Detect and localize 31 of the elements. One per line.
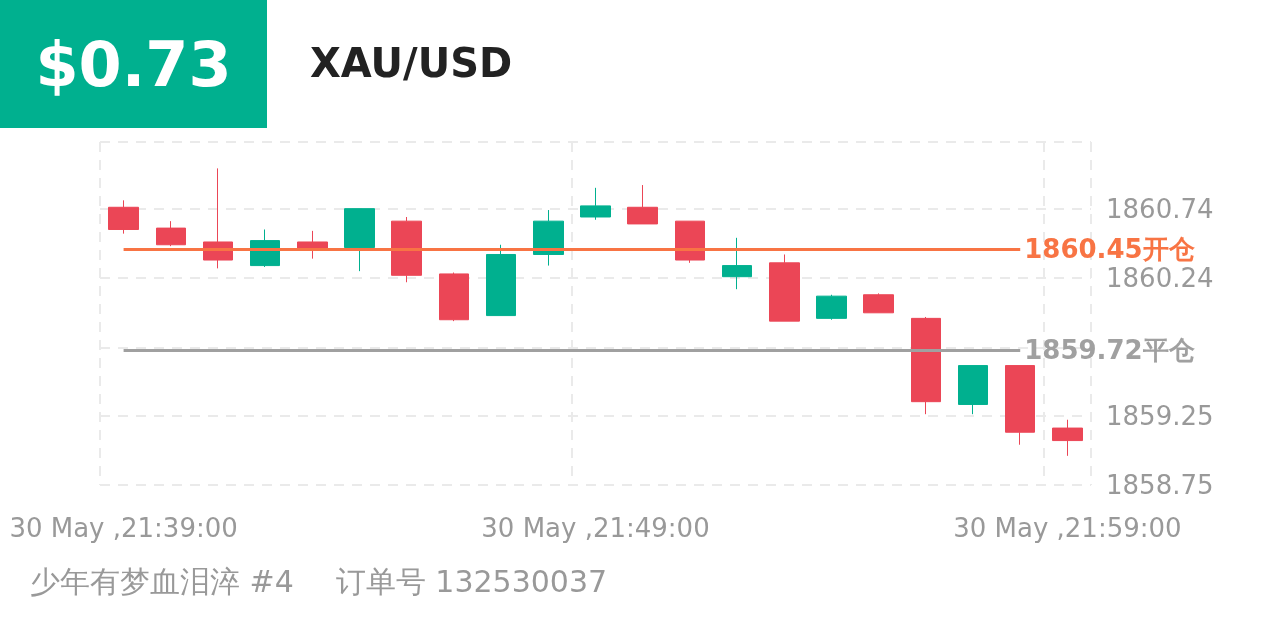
- x-tick-label: 30 May ,21:59:00: [953, 513, 1182, 543]
- candlestick: [486, 244, 516, 317]
- candlestick: [722, 237, 752, 290]
- candlestick: [627, 184, 658, 225]
- candlestick: [675, 220, 705, 264]
- candlestick: [816, 294, 847, 321]
- candlestick: [344, 208, 375, 272]
- candlestick: [439, 272, 469, 322]
- candlestick: [580, 187, 611, 221]
- y-tick-label: 1859.25: [1106, 400, 1214, 431]
- candlestick: [391, 216, 422, 283]
- y-tick-label: 1858.75: [1106, 470, 1214, 500]
- candlestick: [911, 316, 941, 415]
- x-tick-label: 30 May ,21:49:00: [481, 513, 710, 543]
- y-tick-label: 1860.74: [1106, 193, 1214, 224]
- candlestick: [1005, 365, 1035, 446]
- text: 少年有梦血泪淬 #4: [30, 563, 294, 601]
- candlestick: [533, 209, 564, 267]
- candlestick: [769, 253, 800, 322]
- ref-line-label: 1859.72平仓: [1024, 335, 1195, 366]
- x-tick-label: 30 May ,21:39:00: [9, 513, 238, 543]
- ref-line-label: 1860.45开仓: [1024, 233, 1195, 264]
- text: 订单号 132530037: [335, 563, 608, 601]
- y-tick-label: 1860.24: [1106, 263, 1214, 294]
- candlestick: [863, 292, 894, 314]
- chart-subtitle: $0.73: [0, 0, 267, 128]
- chart-title: XAU/USD: [310, 40, 513, 86]
- candlestick: [958, 365, 988, 415]
- candlestick: [1052, 419, 1083, 457]
- candlestick: [156, 220, 186, 247]
- candlestick: [108, 199, 139, 235]
